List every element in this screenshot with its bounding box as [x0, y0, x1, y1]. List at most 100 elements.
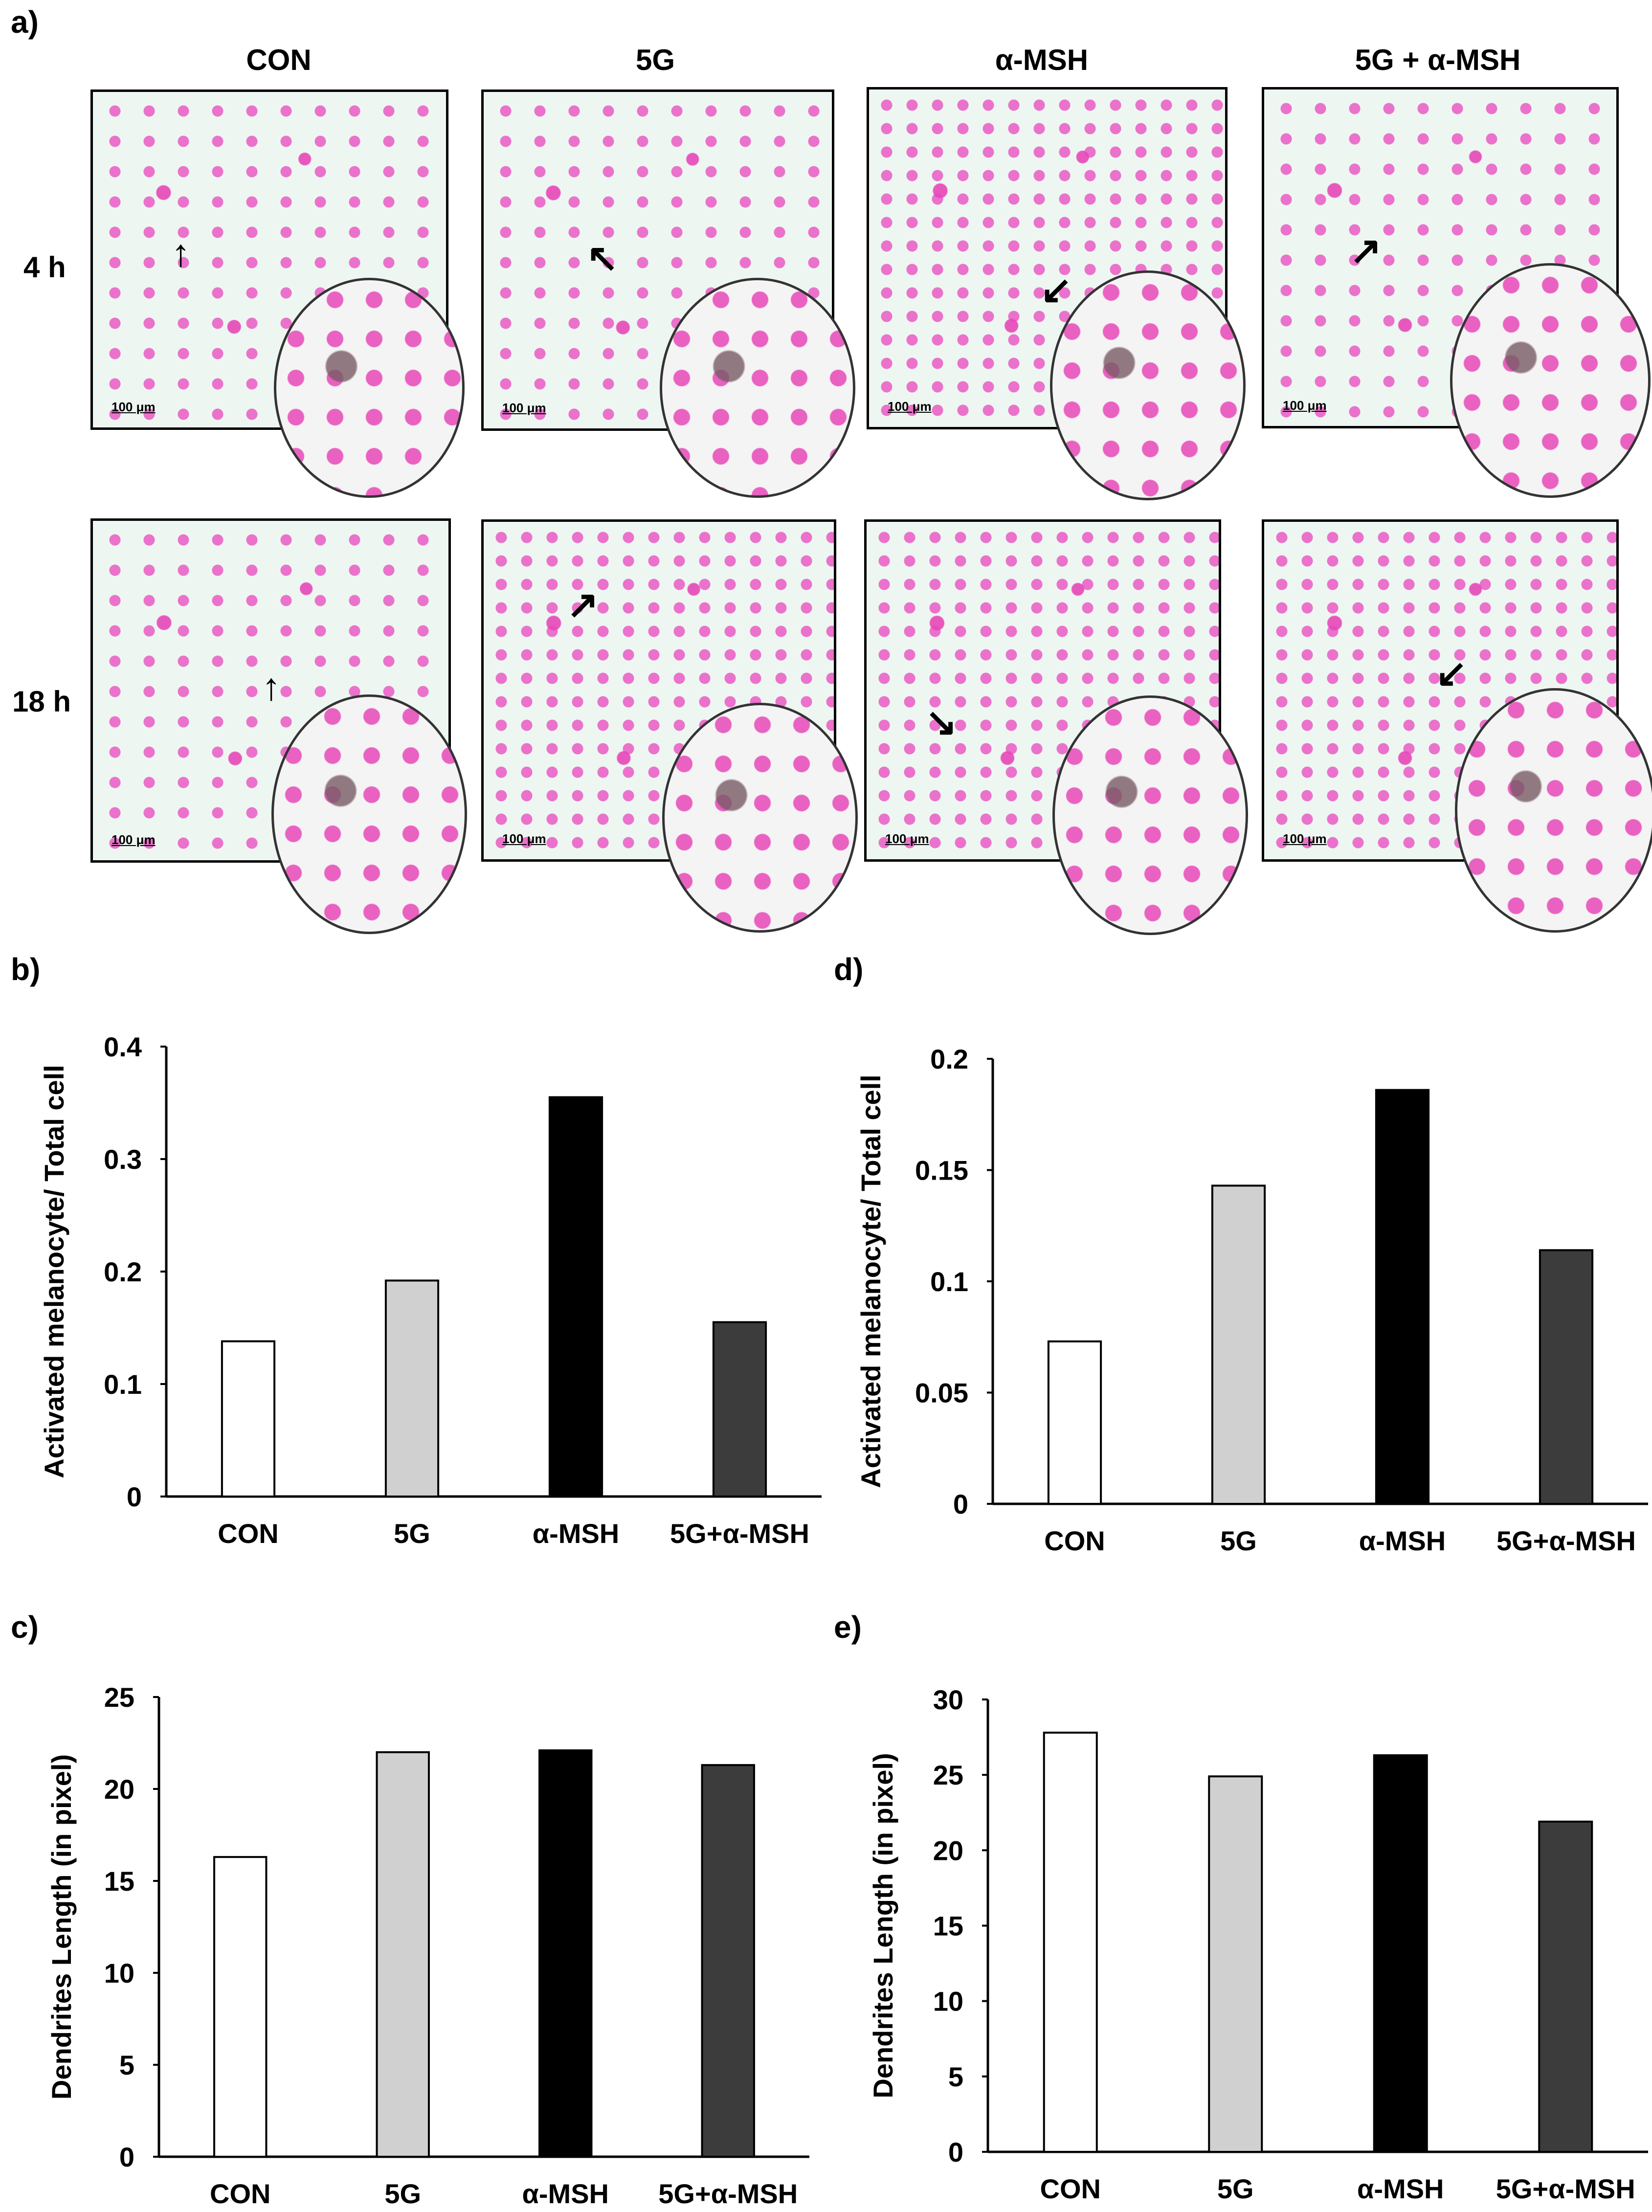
y-axis-label: Dendrites Length (in pixel)	[46, 1754, 77, 2100]
micrograph-amsh-4h: 100 μm ↙	[867, 87, 1246, 500]
bar-e-2	[1373, 1754, 1428, 2153]
y-axis-label: Activated melanocyte/ Total cell	[855, 1074, 886, 1488]
micrograph-amsh-18h: 100 μm ↘	[864, 519, 1248, 935]
x-tick-label: α-MSH	[522, 2178, 609, 2209]
y-tick-label: 0.1	[104, 1369, 142, 1400]
y-tick-label: 0.3	[104, 1144, 142, 1175]
bar-b-2	[548, 1096, 603, 1497]
x-tick-label: CON	[1044, 1525, 1105, 1556]
arrow-icon: ↗	[567, 583, 599, 626]
x-tick-label: α-MSH	[1359, 1525, 1446, 1556]
chart-e-group: 0 5 10 15 20 25 30 Dendrites Length (in pixel) C…	[868, 1684, 1648, 2204]
y-tick-label: 0	[119, 2142, 134, 2172]
scale-bar: 100 μm	[888, 399, 932, 414]
zoom-inset	[271, 694, 467, 934]
column-header-5g: 5G	[635, 44, 675, 76]
x-tick-label: 5G+α-MSH	[1496, 1525, 1636, 1556]
x-tick-label: CON	[210, 2178, 270, 2209]
y-axis-label: Dendrites Length (in pixel)	[868, 1753, 898, 2098]
y-tick-label: 25	[104, 1682, 134, 1713]
y-tick-label: 0.05	[915, 1378, 968, 1408]
scale-bar: 100 μm	[1283, 831, 1327, 846]
column-header-con: CON	[246, 44, 312, 76]
x-tick-label: 5G	[384, 2178, 421, 2209]
column-header-5g-amsh: 5G + α-MSH	[1355, 44, 1521, 76]
scale-bar: 100 μm	[1283, 398, 1327, 413]
y-axis-label: Activated melanocyte/ Total cell	[39, 1065, 69, 1478]
bar-d-1	[1211, 1184, 1266, 1505]
bar-c-1	[376, 1751, 430, 2158]
chart-b-group: 0 0.1 0.2 0.3 0.4 Activated melanocyte/ Total…	[39, 1031, 822, 1549]
y-tick-label: 0	[948, 2137, 963, 2167]
micrograph-5g-amsh-18h: 100 μm ↙	[1262, 519, 1652, 933]
micrograph-con-4h: 100 μm ↑	[90, 89, 465, 498]
y-tick-label: 0	[953, 1489, 968, 1519]
x-tick-label: CON	[218, 1518, 278, 1549]
y-tick-label: 0.4	[104, 1031, 142, 1062]
x-tick-label: 5G	[1220, 1525, 1257, 1556]
bar-c-2	[538, 1749, 593, 2158]
x-tick-label: 5G	[1217, 2173, 1254, 2204]
bar-b-3	[712, 1321, 767, 1497]
y-tick-label: 25	[933, 1760, 963, 1790]
bar-b-0	[221, 1340, 276, 1498]
arrow-icon: ↖	[586, 236, 619, 279]
x-tick-label: CON	[1040, 2173, 1101, 2204]
arrow-icon: ↗	[1350, 229, 1382, 272]
y-tick-label: 15	[933, 1911, 963, 1942]
scale-bar: 100 μm	[885, 831, 929, 846]
panel-label-e: e)	[834, 1609, 862, 1645]
x-tick-label: 5G+α-MSH	[670, 1518, 809, 1549]
bar-b-1	[384, 1279, 440, 1497]
scale-bar: 100 μm	[112, 832, 156, 847]
zoom-inset	[662, 703, 858, 933]
y-tick-label: 10	[104, 1958, 134, 1989]
panel-label-a: a)	[11, 4, 39, 40]
y-tick-label: 0.2	[930, 1044, 968, 1074]
x-tick-label: 5G+α-MSH	[1496, 2173, 1635, 2204]
y-tick-label: 10	[933, 1986, 963, 2017]
column-header-amsh: α-MSH	[995, 44, 1089, 76]
bar-d-0	[1047, 1340, 1102, 1505]
bar-c-3	[701, 1764, 755, 2158]
bar-c-0	[213, 1856, 268, 2158]
zoom-inset	[274, 278, 465, 498]
zoom-inset	[660, 278, 855, 498]
zoom-inset	[1455, 688, 1652, 933]
arrow-icon: ↙	[1435, 651, 1468, 694]
arrow-icon: ↘	[925, 700, 958, 743]
y-tick-label: 0.2	[104, 1256, 142, 1287]
zoom-inset	[1450, 263, 1651, 498]
row-header-18h: 18 h	[12, 685, 71, 718]
bar-e-1	[1208, 1775, 1263, 2153]
bar-e-3	[1538, 1820, 1593, 2153]
y-tick-label: 20	[933, 1835, 963, 1866]
y-tick-label: 0.1	[930, 1266, 968, 1297]
micrograph-con-18h: 100 μm ↑	[90, 518, 467, 934]
panel-label-b: b)	[11, 952, 41, 987]
arrow-icon: ↑	[262, 665, 281, 708]
y-tick-label: 20	[104, 1774, 134, 1805]
scale-bar: 100 μm	[502, 401, 546, 415]
zoom-inset	[1050, 270, 1246, 500]
chart-d-group: 0 0.05 0.1 0.15 0.2 Activated melanocyte/ Tot…	[855, 1044, 1648, 1556]
chart-c-group: 0 5 10 15 20 25 Dendrites Length (in pixel) CON…	[46, 1682, 809, 2209]
x-tick-label: 5G+α-MSH	[658, 2178, 798, 2209]
bar-d-3	[1539, 1249, 1594, 1505]
zoom-inset	[1052, 695, 1248, 935]
bar-d-2	[1375, 1089, 1430, 1505]
arrow-icon: ↙	[1040, 268, 1072, 311]
x-tick-label: α-MSH	[533, 1518, 620, 1549]
scale-bar: 100 μm	[502, 831, 546, 846]
y-tick-label: 30	[933, 1684, 963, 1715]
arrow-icon: ↑	[171, 231, 190, 274]
y-tick-label: 15	[104, 1866, 134, 1897]
scale-bar: 100 μm	[112, 400, 156, 414]
micrograph-5g-amsh-4h: 100 μm ↗	[1262, 87, 1651, 498]
row-header-4h: 4 h	[23, 251, 66, 284]
x-tick-label: 5G	[394, 1518, 430, 1549]
y-tick-label: 0.15	[915, 1155, 968, 1186]
x-tick-label: α-MSH	[1357, 2173, 1444, 2204]
micrograph-5g-18h: 100 μm ↗	[481, 519, 858, 933]
